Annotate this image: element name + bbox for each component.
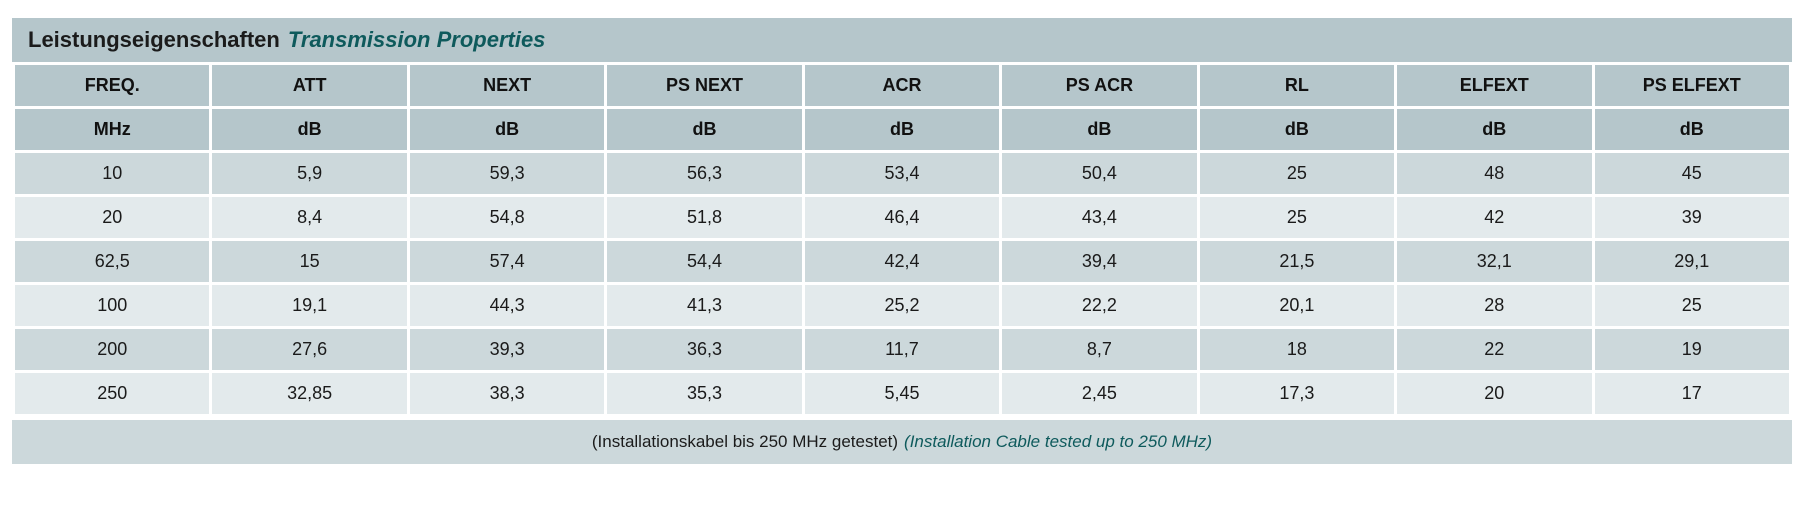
unit-header: dB [604, 106, 805, 153]
table-cell: 100 [11, 282, 213, 329]
table-row: 100 19,1 44,3 41,3 25,2 22,2 20,1 28 25 [11, 282, 1792, 329]
table-cell: 62,5 [11, 238, 213, 285]
table-row: 250 32,85 38,3 35,3 5,45 2,45 17,3 20 17 [11, 370, 1792, 417]
title-german: Leistungseigenschaften [28, 27, 280, 52]
unit-header-row: MHz dB dB dB dB dB dB dB dB [11, 106, 1792, 153]
table-cell: 10 [11, 150, 213, 197]
table-cell: 41,3 [604, 282, 805, 329]
table-row: 10 5,9 59,3 56,3 53,4 50,4 25 48 45 [11, 150, 1792, 197]
table-cell: 25 [1591, 282, 1792, 329]
column-header-row: FREQ. ATT NEXT PS NEXT ACR PS ACR RL ELF… [11, 62, 1792, 109]
column-header: FREQ. [11, 62, 213, 109]
unit-header: dB [1591, 106, 1792, 153]
table-cell: 25 [1196, 194, 1398, 241]
table-cell: 250 [11, 370, 213, 417]
table-cell: 200 [11, 326, 213, 373]
unit-header: dB [999, 106, 1200, 153]
table-cell: 17,3 [1196, 370, 1398, 417]
footnote-german: (Installationskabel bis 250 MHz getestet… [591, 432, 899, 451]
table-cell: 5,45 [801, 370, 1003, 417]
table-cell: 39,4 [999, 238, 1200, 285]
table-cell: 44,3 [406, 282, 608, 329]
table-cell: 59,3 [406, 150, 608, 197]
table-cell: 39 [1591, 194, 1792, 241]
table-cell: 53,4 [801, 150, 1003, 197]
table-cell: 32,85 [209, 370, 410, 417]
table-cell: 28 [1394, 282, 1595, 329]
table-title: Leistungseigenschaften Transmission Prop… [12, 18, 1792, 62]
column-header: ATT [209, 62, 410, 109]
table-cell: 17 [1591, 370, 1792, 417]
table-body: 10 5,9 59,3 56,3 53,4 50,4 25 48 45 20 8… [11, 150, 1792, 417]
table-cell: 15 [209, 238, 410, 285]
table-cell: 22 [1394, 326, 1595, 373]
table-cell: 21,5 [1196, 238, 1398, 285]
table-cell: 27,6 [209, 326, 410, 373]
table-cell: 11,7 [801, 326, 1003, 373]
table-cell: 22,2 [999, 282, 1200, 329]
table-row: 20 8,4 54,8 51,8 46,4 43,4 25 42 39 [11, 194, 1792, 241]
table-cell: 35,3 [604, 370, 805, 417]
column-header: PS ACR [999, 62, 1200, 109]
table-cell: 5,9 [209, 150, 410, 197]
table-cell: 18 [1196, 326, 1398, 373]
table-cell: 25,2 [801, 282, 1003, 329]
unit-header: dB [1394, 106, 1595, 153]
column-header: PS NEXT [604, 62, 805, 109]
table-cell: 46,4 [801, 194, 1003, 241]
table-cell: 43,4 [999, 194, 1200, 241]
column-header: ELFEXT [1394, 62, 1595, 109]
table-cell: 45 [1591, 150, 1792, 197]
column-header: RL [1196, 62, 1398, 109]
table-footnote: (Installationskabel bis 250 MHz getestet… [12, 417, 1792, 464]
unit-header: dB [209, 106, 410, 153]
table-cell: 54,4 [604, 238, 805, 285]
transmission-properties-panel: Leistungseigenschaften Transmission Prop… [11, 18, 1792, 464]
table-cell: 51,8 [604, 194, 805, 241]
table-cell: 25 [1196, 150, 1398, 197]
table-cell: 54,8 [406, 194, 608, 241]
table-cell: 48 [1394, 150, 1595, 197]
table-cell: 57,4 [406, 238, 608, 285]
table-cell: 8,7 [999, 326, 1200, 373]
table-cell: 19 [1591, 326, 1792, 373]
table-cell: 39,3 [406, 326, 608, 373]
table-cell: 29,1 [1591, 238, 1792, 285]
unit-header: MHz [11, 106, 213, 153]
footnote-english: (Installation Cable tested up to 250 MHz… [904, 432, 1213, 451]
table-cell: 50,4 [999, 150, 1200, 197]
column-header: ACR [801, 62, 1003, 109]
unit-header: dB [1196, 106, 1398, 153]
properties-table: FREQ. ATT NEXT PS NEXT ACR PS ACR RL ELF… [11, 62, 1792, 417]
table-cell: 8,4 [209, 194, 410, 241]
table-cell: 20 [11, 194, 213, 241]
table-cell: 36,3 [604, 326, 805, 373]
title-english: Transmission Properties [287, 27, 546, 52]
table-cell: 42,4 [801, 238, 1003, 285]
table-cell: 2,45 [999, 370, 1200, 417]
column-header: NEXT [406, 62, 608, 109]
column-header: PS ELFEXT [1591, 62, 1792, 109]
unit-header: dB [406, 106, 608, 153]
table-cell: 20 [1394, 370, 1595, 417]
table-cell: 20,1 [1196, 282, 1398, 329]
table-cell: 56,3 [604, 150, 805, 197]
table-cell: 19,1 [209, 282, 410, 329]
table-cell: 32,1 [1394, 238, 1595, 285]
table-row: 200 27,6 39,3 36,3 11,7 8,7 18 22 19 [11, 326, 1792, 373]
table-cell: 42 [1394, 194, 1595, 241]
unit-header: dB [801, 106, 1003, 153]
table-row: 62,5 15 57,4 54,4 42,4 39,4 21,5 32,1 29… [11, 238, 1792, 285]
table-cell: 38,3 [406, 370, 608, 417]
